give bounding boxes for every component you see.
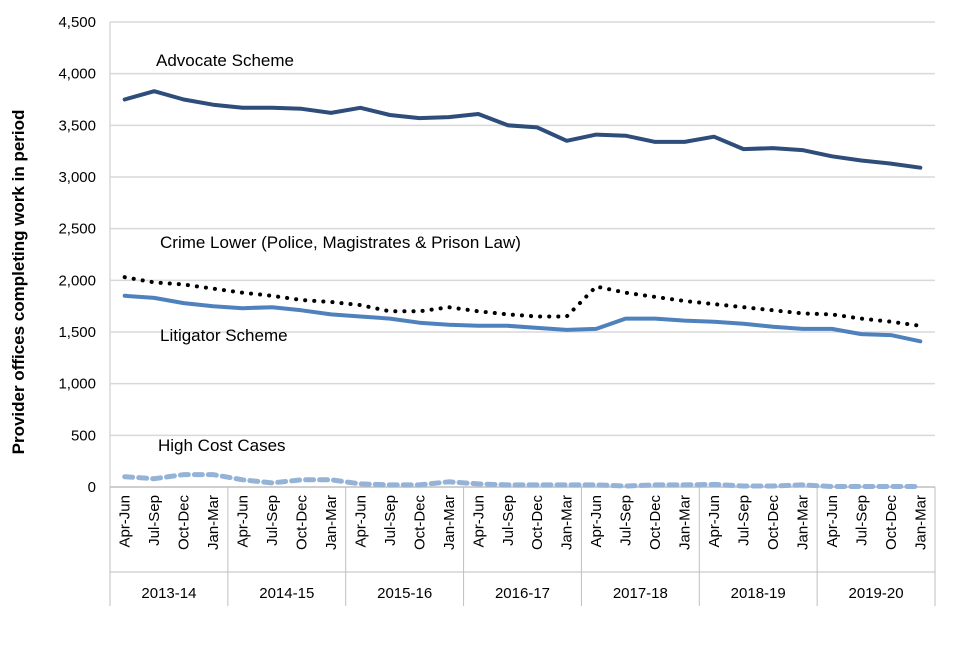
x-tick-label-year: 2019-20 [849, 585, 904, 602]
x-tick-label-quarter: Jul-Sep [735, 495, 752, 546]
x-tick-label-quarter: Jan-Mar [205, 495, 222, 550]
series-label-high-cost: High Cost Cases [158, 436, 286, 455]
x-tick-label-year: 2017-18 [613, 585, 668, 602]
crime-lower-line [125, 277, 921, 326]
x-tick-label-quarter: Oct-Dec [647, 495, 664, 551]
series-label-litigator: Litigator Scheme [160, 326, 288, 345]
x-tick-label-quarter: Apr-Jun [470, 495, 487, 548]
x-tick-label-quarter: Jan-Mar [323, 495, 340, 550]
y-tick-label: 500 [71, 427, 96, 444]
y-tick-label: 1,500 [58, 324, 96, 341]
x-tick-label-year: 2014-15 [259, 585, 314, 602]
x-tick-label-quarter: Apr-Jun [235, 495, 252, 548]
x-tick-label-quarter: Oct-Dec [294, 495, 311, 551]
series-label-advocate: Advocate Scheme [156, 51, 294, 70]
x-tick-label-quarter: Jul-Sep [618, 495, 635, 546]
x-tick-label-quarter: Jan-Mar [912, 495, 929, 550]
x-tick-label-quarter: Jul-Sep [853, 495, 870, 546]
x-tick-label-quarter: Oct-Dec [765, 495, 782, 551]
x-tick-label-quarter: Jul-Sep [146, 495, 163, 546]
x-tick-label-quarter: Jan-Mar [441, 495, 458, 550]
x-tick-label-quarter: Oct-Dec [883, 495, 900, 551]
x-tick-label-quarter: Oct-Dec [176, 495, 193, 551]
x-tick-label-quarter: Jan-Mar [677, 495, 694, 550]
x-tick-label-quarter: Jan-Mar [794, 495, 811, 550]
y-tick-label: 3,500 [58, 117, 96, 134]
x-tick-label-quarter: Apr-Jun [352, 495, 369, 548]
x-tick-label-quarter: Apr-Jun [117, 495, 134, 548]
x-tick-label-quarter: Apr-Jun [706, 495, 723, 548]
high-cost-cases-line [125, 475, 921, 487]
advocate-scheme-line [125, 91, 921, 168]
x-tick-label-quarter: Jul-Sep [500, 495, 517, 546]
y-tick-label: 0 [88, 479, 96, 496]
x-tick-label-quarter: Apr-Jun [824, 495, 841, 548]
x-tick-label-year: 2018-19 [731, 585, 786, 602]
series-label-crime-lower: Crime Lower (Police, Magistrates & Priso… [160, 233, 521, 252]
y-tick-label: 2,000 [58, 272, 96, 289]
y-tick-label: 4,000 [58, 66, 96, 83]
x-tick-label-year: 2015-16 [377, 585, 432, 602]
y-tick-label: 4,500 [58, 14, 96, 31]
y-axis-title: Provider offices completing work in peri… [9, 110, 28, 455]
x-tick-label-quarter: Oct-Dec [411, 495, 428, 551]
x-tick-label-year: 2016-17 [495, 585, 550, 602]
y-tick-label: 3,000 [58, 169, 96, 186]
x-tick-label-quarter: Jul-Sep [382, 495, 399, 546]
x-tick-label-year: 2013-14 [141, 585, 196, 602]
x-tick-label-quarter: Jul-Sep [264, 495, 281, 546]
y-tick-label: 2,500 [58, 221, 96, 238]
y-tick-label: 1,000 [58, 376, 96, 393]
x-tick-label-quarter: Oct-Dec [529, 495, 546, 551]
x-tick-label-quarter: Apr-Jun [588, 495, 605, 548]
x-tick-label-quarter: Jan-Mar [559, 495, 576, 550]
